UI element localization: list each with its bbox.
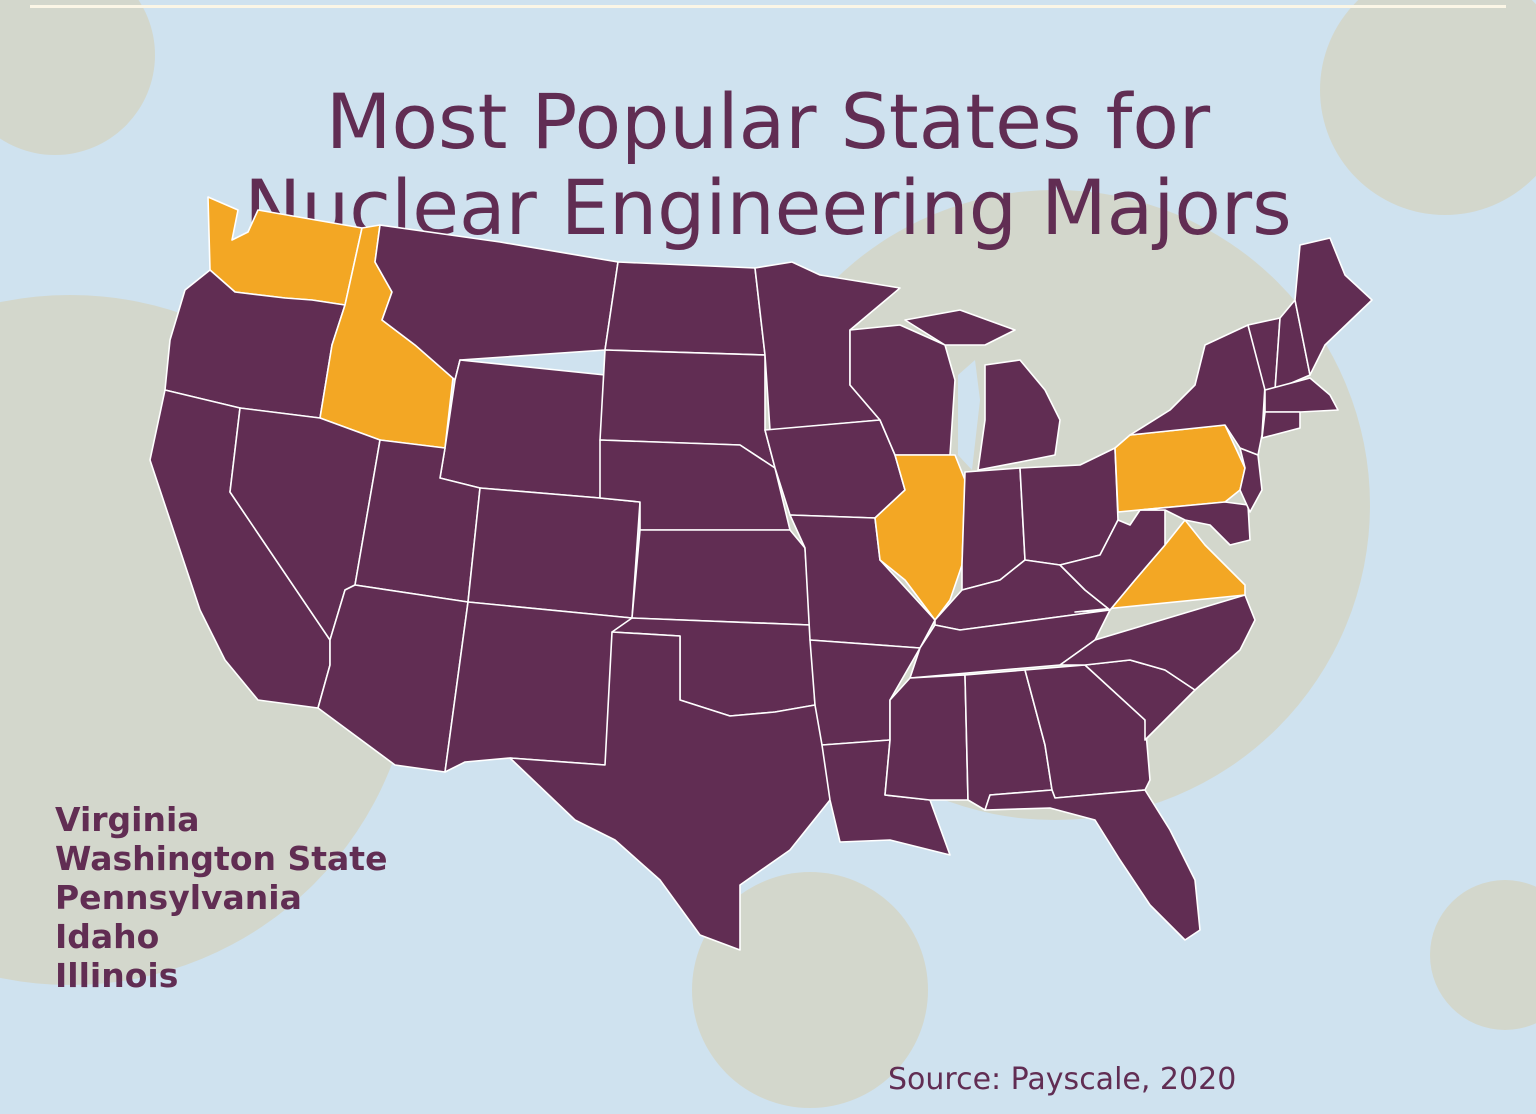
- state-colorado: [467, 487, 641, 619]
- state-florida: [984, 789, 1201, 941]
- state-maine: [1294, 237, 1373, 376]
- state-maryland: [1139, 501, 1251, 546]
- state-iowa: [764, 419, 906, 519]
- state-kansas: [631, 529, 811, 626]
- state-arizona: [317, 584, 469, 773]
- top-divider: [30, 5, 1506, 8]
- state-mississippi: [884, 674, 969, 801]
- bg-circle: [692, 872, 928, 1108]
- state-new-mexico: [444, 601, 633, 773]
- legend-item: Pennsylvania: [55, 878, 302, 917]
- legend-item: Washington State: [55, 839, 388, 878]
- legend-item: Illinois: [55, 956, 179, 995]
- state-north-carolina: [1059, 594, 1256, 691]
- legend-item: Idaho: [55, 917, 160, 956]
- state-connecticut: [1261, 411, 1301, 439]
- state-new-jersey: [1239, 447, 1263, 513]
- title-line-1: Most Popular States for: [325, 76, 1211, 166]
- lake-michigan: [958, 360, 980, 470]
- state-michigan: [904, 309, 1061, 471]
- state-north-dakota: [604, 261, 766, 356]
- bg-circle: [1320, 0, 1536, 215]
- legend-item: Virginia: [55, 800, 200, 839]
- state-wyoming: [439, 359, 606, 499]
- highlighted-states-list: Virginia Washington State Pennsylvania I…: [55, 800, 387, 995]
- page-title: Most Popular States for Nuclear Engineer…: [0, 76, 1536, 251]
- state-texas: [509, 631, 831, 951]
- source-note: Source: Payscale, 2020: [888, 1062, 1237, 1097]
- bg-circle: [1430, 880, 1536, 1030]
- state-pennsylvania: [1114, 424, 1246, 513]
- bg-circle: [0, 0, 155, 155]
